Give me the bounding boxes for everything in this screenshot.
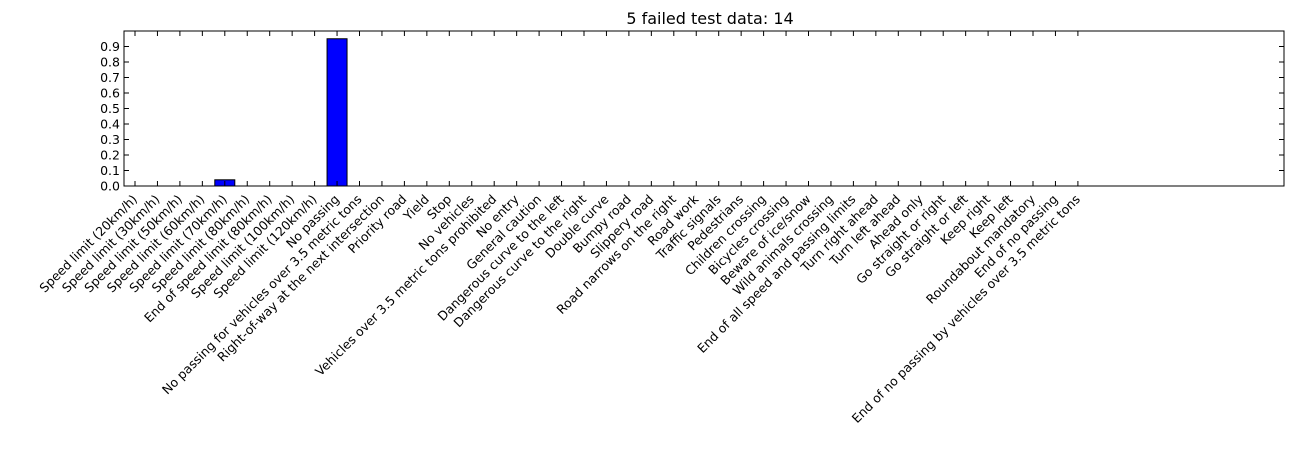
y-tick-label: 0.6 bbox=[100, 86, 120, 101]
plot-frame bbox=[123, 30, 1285, 187]
x-axis: Speed limit (20km/h)Speed limit (30km/h)… bbox=[36, 31, 1083, 426]
chart-title: 5 failed test data: 14 bbox=[626, 9, 793, 28]
y-tick-label: 0.2 bbox=[100, 148, 120, 163]
y-tick-label: 0.4 bbox=[100, 117, 120, 132]
y-tick-label: 0.5 bbox=[100, 101, 120, 116]
y-axis: 0.00.10.20.30.40.50.60.70.80.9 bbox=[100, 39, 1284, 194]
bars-layer bbox=[214, 38, 348, 187]
y-tick-label: 0.1 bbox=[100, 163, 120, 178]
y-tick-label: 0.9 bbox=[100, 39, 120, 54]
y-tick-label: 0.8 bbox=[100, 55, 120, 70]
bar-9 bbox=[326, 38, 348, 187]
y-tick-label: 0.0 bbox=[100, 179, 120, 194]
y-tick-label: 0.7 bbox=[100, 70, 120, 85]
y-tick-label: 0.3 bbox=[100, 132, 120, 147]
